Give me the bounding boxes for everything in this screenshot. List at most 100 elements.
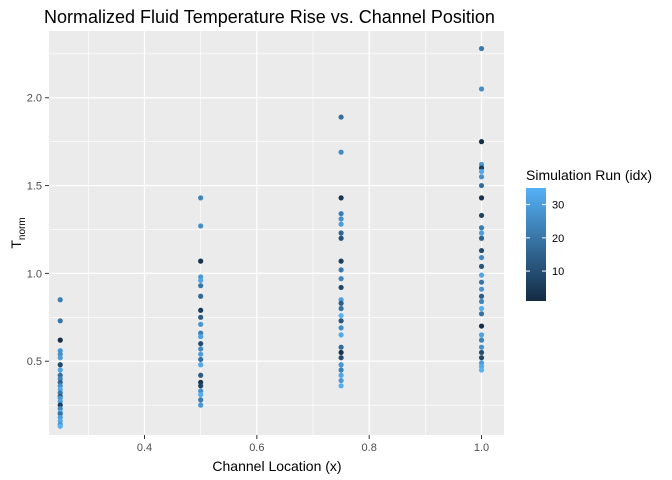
- data-point: [198, 402, 204, 408]
- data-point: [198, 293, 204, 299]
- y-axis-ticks: 0.5 1.0 1.5 2.0: [27, 93, 49, 368]
- data-point: [338, 258, 344, 264]
- data-point: [57, 362, 63, 368]
- data-point: [338, 221, 344, 227]
- data-point: [478, 182, 485, 189]
- data-point: [338, 372, 344, 378]
- data-point: [478, 86, 485, 92]
- data-point: [198, 258, 204, 264]
- legend-tick-label: 10: [552, 266, 564, 278]
- legend-tick-label: 30: [552, 200, 564, 212]
- color-legend: Simulation Run (idx) 10 20 30: [526, 167, 652, 301]
- data-point: [57, 367, 63, 373]
- legend-tick-label: 20: [552, 233, 564, 245]
- data-point: [338, 300, 344, 306]
- data-point: [338, 284, 344, 291]
- data-point: [198, 341, 204, 347]
- data-point: [198, 223, 204, 229]
- data-point: [478, 230, 485, 236]
- data-point: [338, 318, 344, 324]
- data-point: [198, 195, 204, 201]
- data-point: [57, 423, 63, 429]
- data-point: [198, 321, 204, 327]
- y-tick-label: 2.0: [27, 93, 42, 105]
- data-point: [478, 212, 485, 219]
- data-point: [198, 307, 204, 313]
- data-point: [338, 325, 344, 331]
- data-point: [338, 216, 344, 222]
- data-point: [338, 355, 344, 361]
- data-point: [338, 349, 344, 356]
- data-point: [478, 263, 485, 269]
- data-points: [57, 45, 485, 429]
- data-point: [338, 195, 344, 201]
- data-point: [478, 293, 485, 299]
- plot-panel: [49, 31, 504, 435]
- data-point: [338, 332, 344, 338]
- data-point: [198, 346, 204, 352]
- x-tick-label: 0.4: [137, 442, 152, 454]
- data-point: [478, 337, 485, 343]
- data-point: [198, 314, 204, 320]
- data-point: [478, 367, 485, 373]
- data-point: [338, 362, 344, 368]
- data-point: [338, 211, 344, 217]
- data-point: [338, 383, 344, 389]
- data-point: [57, 337, 63, 343]
- data-point: [338, 230, 344, 236]
- data-point: [478, 286, 485, 292]
- x-tick-label: 1.0: [474, 442, 489, 454]
- data-point: [478, 168, 485, 175]
- data-point: [478, 305, 485, 312]
- data-point: [478, 139, 485, 145]
- data-point: [478, 174, 485, 180]
- data-point: [338, 114, 344, 120]
- data-point: [198, 392, 204, 398]
- data-point: [478, 349, 485, 356]
- legend-title: Simulation Run (idx): [526, 167, 652, 183]
- y-tick-label: 1.0: [27, 268, 42, 280]
- legend-ticks: 10 20 30: [526, 200, 564, 278]
- data-point: [478, 247, 485, 254]
- data-point: [338, 267, 344, 273]
- data-point: [478, 279, 485, 285]
- y-axis-label: Tnorm: [8, 217, 28, 248]
- data-point: [57, 355, 63, 361]
- x-tick-label: 0.6: [249, 442, 264, 454]
- data-point: [478, 332, 485, 338]
- data-point: [478, 254, 485, 261]
- data-point: [198, 351, 204, 357]
- data-point: [198, 334, 204, 340]
- data-point: [198, 277, 204, 284]
- data-point: [478, 311, 485, 317]
- data-point: [338, 276, 344, 282]
- y-tick-label: 0.5: [27, 356, 42, 368]
- y-axis-label-sub: norm: [17, 217, 28, 240]
- data-point: [198, 283, 204, 289]
- data-point: [338, 312, 344, 319]
- data-point: [198, 397, 204, 403]
- data-point: [478, 45, 485, 52]
- data-point: [198, 356, 204, 363]
- data-point: [478, 323, 485, 329]
- data-point: [57, 297, 63, 303]
- data-point: [338, 344, 344, 350]
- data-point: [338, 367, 344, 373]
- data-point: [478, 298, 485, 305]
- data-point: [198, 372, 204, 378]
- data-point: [478, 272, 485, 278]
- data-point: [198, 383, 204, 389]
- data-point: [57, 318, 63, 324]
- data-point: [338, 377, 344, 384]
- chart-title: Normalized Fluid Temperature Rise vs. Ch…: [44, 7, 495, 27]
- data-point: [478, 344, 485, 350]
- legend-colorbar: [526, 188, 546, 301]
- data-point: [478, 195, 485, 201]
- y-tick-label: 1.5: [27, 181, 42, 193]
- data-point: [338, 305, 344, 312]
- data-point: [478, 235, 485, 241]
- data-point: [338, 235, 344, 241]
- x-axis-ticks: 0.4 0.6 0.8 1.0: [137, 435, 489, 454]
- x-tick-label: 0.8: [362, 442, 377, 454]
